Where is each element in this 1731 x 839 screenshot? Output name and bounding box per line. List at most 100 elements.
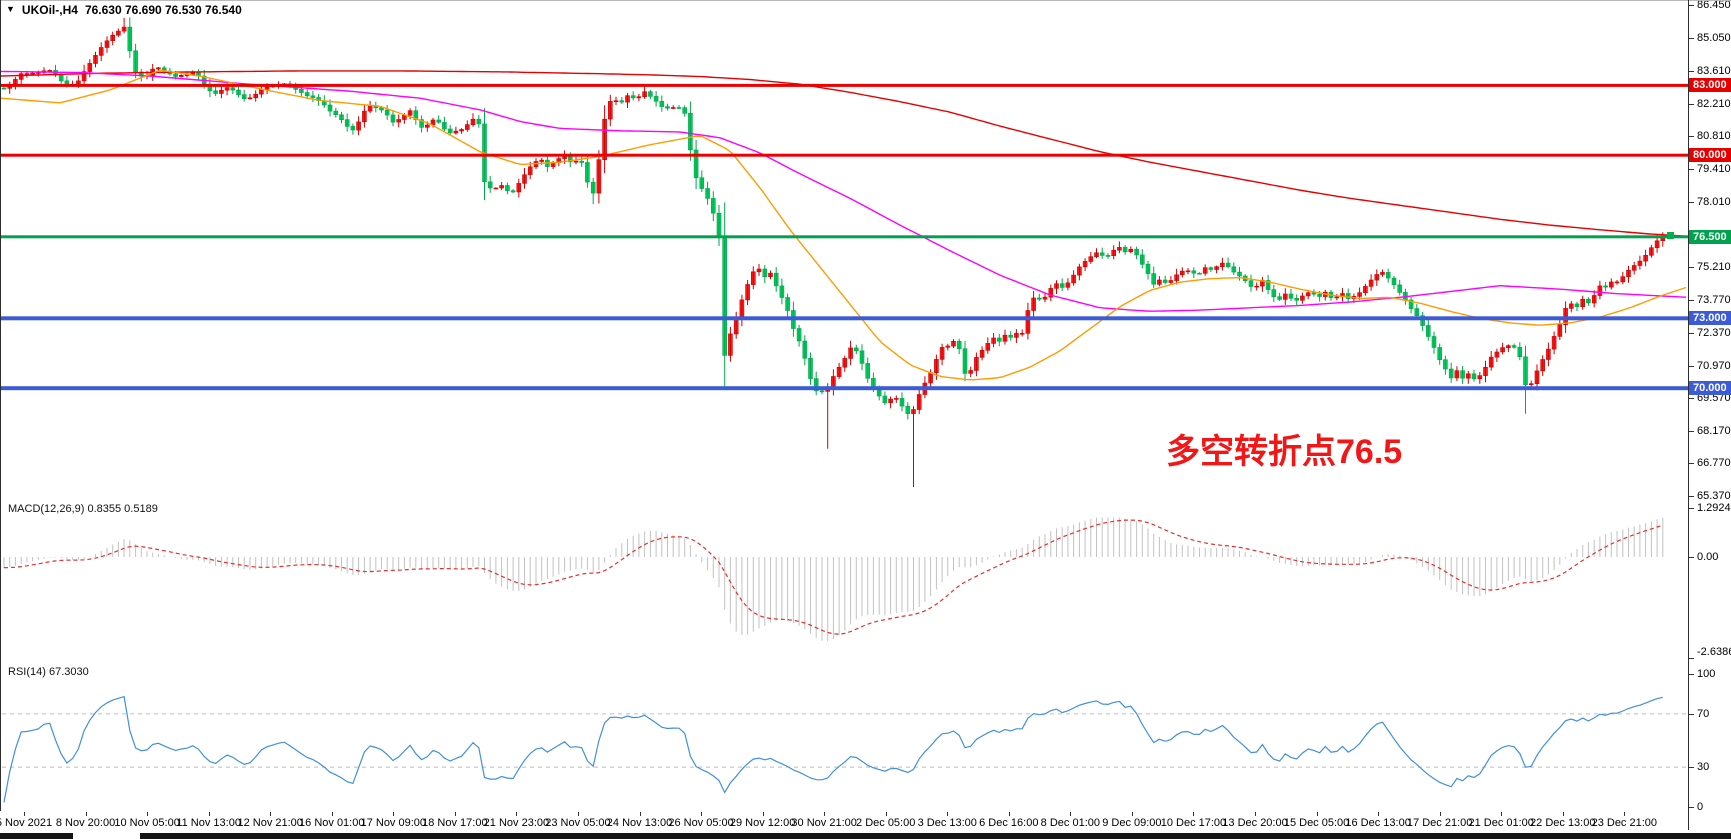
level-line-80.000[interactable]: [0, 153, 1688, 157]
level-line-73.000[interactable]: [0, 316, 1688, 321]
axis-tick-mark: [1689, 136, 1694, 138]
axis-tick-mark: [1689, 496, 1694, 497]
axis-tick-mark: [1689, 201, 1694, 203]
macd-tick-label: -2.6386: [1697, 646, 1731, 658]
price-tick-label: 80.810: [1697, 130, 1731, 143]
axis-tick-mark: [1689, 674, 1694, 675]
rsi-line: [3, 695, 1663, 803]
time-tick-mark: [824, 812, 826, 816]
time-tick-label: 18 Nov 17:00: [422, 817, 488, 829]
fast-ma-line: [0, 69, 1687, 381]
price-level-badge: 80.000: [1689, 148, 1731, 163]
time-tick-mark: [1439, 812, 1441, 816]
level-line-70.000[interactable]: [0, 386, 1688, 391]
time-tick-mark: [885, 812, 887, 816]
axis-tick-mark: [1689, 398, 1694, 400]
time-tick-mark: [24, 812, 25, 816]
macd-name: MACD(12,26,9): [8, 503, 85, 515]
axis-tick-mark: [1689, 507, 1694, 509]
time-tick-label: 3 Dec 13:00: [917, 817, 977, 829]
axis-tick-mark: [1689, 103, 1694, 105]
axis-tick-mark: [1689, 463, 1694, 465]
price-tick-label: 73.770: [1697, 294, 1731, 307]
slow-ma-line: [0, 70, 1687, 237]
time-tick-mark: [1070, 812, 1072, 816]
time-tick-label: 22 Dec 13:00: [1530, 817, 1596, 829]
symbol-dropdown-icon[interactable]: ▼: [6, 4, 15, 14]
time-tick-label: 16 Nov 01:00: [299, 817, 365, 829]
price-tick-label: 68.170: [1697, 424, 1731, 437]
bottom-edge-line: [0, 0, 1731, 1]
time-tick-mark: [516, 812, 518, 816]
chart-canvas[interactable]: [0, 0, 1689, 833]
price-tick-label: 86.450: [1697, 0, 1731, 11]
time-tick-mark: [393, 812, 395, 816]
axis-tick-mark: [1689, 300, 1694, 302]
time-tick-label: 10 Nov 05:00: [114, 817, 180, 829]
symbol-timeframe-label: UKOil-,H4: [21, 3, 78, 17]
price-level-badge: 73.000: [1689, 311, 1731, 326]
time-tick-label: 11 Nov 13:00: [176, 817, 241, 829]
bull-candle-wicks: [9, 17, 1664, 488]
time-tick-mark: [1624, 812, 1626, 816]
axis-tick-mark: [1689, 365, 1694, 367]
macd-tick-label: 1.2924: [1697, 501, 1731, 514]
level-line-83.000[interactable]: [0, 83, 1688, 87]
time-tick-mark: [1255, 812, 1256, 816]
rsi-name: RSI(14): [8, 666, 46, 678]
axis-tick-mark: [1689, 430, 1694, 432]
time-tick-label: 23 Dec 21:00: [1591, 817, 1658, 829]
time-tick-label: 30 Nov 21:00: [791, 817, 857, 829]
medium-ma-line: [0, 70, 1687, 312]
time-tick-label: 5 Nov 2021: [0, 817, 53, 829]
rsi-tick-label: 100: [1697, 668, 1716, 680]
ohlc-values: 76.630 76.690 76.530 76.540: [84, 3, 242, 17]
axis-tick-mark: [1689, 266, 1694, 268]
time-tick-label: 16 Dec 13:00: [1345, 817, 1411, 829]
time-tick-label: 17 Dec 21:00: [1406, 817, 1473, 829]
time-tick-mark: [701, 812, 703, 816]
time-tick-label: 12 Nov 21:00: [237, 817, 303, 829]
time-tick-label: 15 Dec 05:00: [1283, 817, 1350, 829]
time-tick-label: 21 Dec 01:00: [1468, 817, 1534, 829]
last-price-marker: [1667, 232, 1674, 239]
axis-tick-mark: [1689, 5, 1694, 6]
time-tick-label: 2 Dec 05:00: [856, 817, 916, 829]
rsi-tick-label: 30: [1697, 761, 1710, 774]
axis-tick-mark: [1689, 658, 1694, 659]
macd-tick-label: 0.00: [1697, 551, 1719, 563]
axis-tick-mark: [1689, 713, 1694, 715]
macd-values: 0.8355 0.5189: [87, 503, 158, 515]
macd-indicator-label: MACD(12,26,9) 0.8355 0.5189: [8, 503, 158, 515]
price-tick-label: 78.010: [1697, 195, 1731, 208]
axis-tick-mark: [1689, 767, 1694, 769]
macd-histogram: [3, 517, 1664, 642]
time-tick-label: 8 Dec 01:00: [1040, 817, 1101, 829]
main-chart-panel: [0, 17, 1688, 488]
level-line-76.500[interactable]: [0, 235, 1688, 239]
time-tick-mark: [1378, 812, 1380, 816]
price-tick-label: 83.610: [1697, 65, 1731, 78]
bottom-strip-segment: [140, 833, 1731, 839]
time-tick-mark: [1193, 812, 1195, 816]
price-tick-label: 66.770: [1697, 457, 1731, 470]
time-tick-label: 8 Nov 20:00: [55, 817, 116, 829]
time-tick-label: 24 Nov 13:00: [606, 817, 673, 829]
price-level-badge: 83.000: [1689, 78, 1731, 93]
chart-annotation-text: 多空转折点76.5: [1166, 433, 1403, 471]
time-tick-mark: [331, 812, 333, 816]
axis-tick-mark: [1689, 168, 1694, 170]
axis-tick-mark: [1689, 37, 1694, 39]
time-tick-mark: [270, 812, 272, 816]
time-tick-label: 17 Nov 09:00: [360, 817, 427, 829]
time-tick-mark: [1316, 812, 1318, 816]
time-tick-label: 10 Dec 17:00: [1160, 817, 1227, 829]
price-tick-label: 65.370: [1697, 490, 1731, 502]
chart-title: ▼ UKOil-,H4 76.630 76.690 76.530 76.540: [6, 3, 242, 17]
rsi-indicator-label: RSI(14) 67.3030: [8, 666, 89, 678]
candles: [1, 17, 1666, 488]
time-tick-mark: [577, 812, 579, 816]
price-level-badge: 70.000: [1689, 381, 1731, 396]
time-tick-label: 21 Nov 23:00: [483, 817, 550, 829]
time-tick-label: 29 Nov 12:00: [729, 817, 796, 829]
